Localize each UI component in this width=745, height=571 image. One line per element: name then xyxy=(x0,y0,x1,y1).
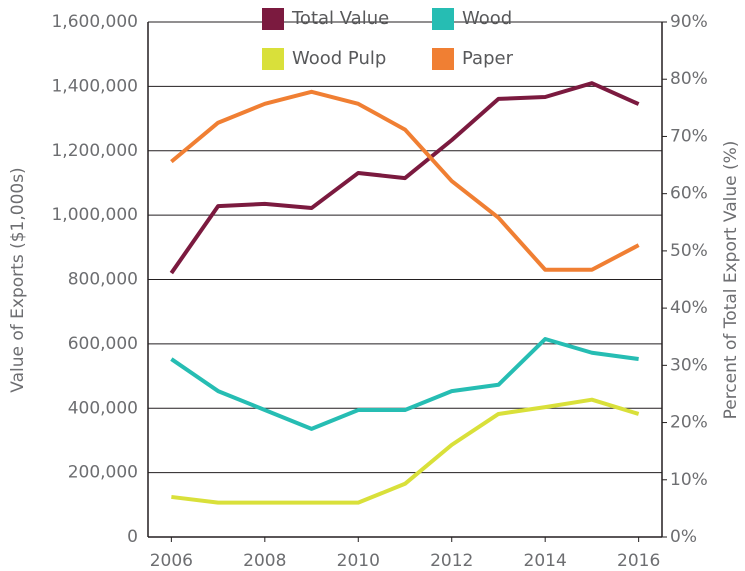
y2-tick-label: 0% xyxy=(670,527,697,547)
y2-tick-label: 60% xyxy=(670,184,708,204)
series-line xyxy=(170,337,639,431)
x-tick-label: 2006 xyxy=(150,551,193,571)
y2-tick-label: 70% xyxy=(670,126,708,146)
y2-tick-label: 50% xyxy=(670,241,708,261)
y-tick-label: 1,600,000 xyxy=(51,12,138,32)
y-tick-label: 1,400,000 xyxy=(51,76,138,96)
legend-text: Wood xyxy=(462,8,512,29)
legend-text: Wood Pulp xyxy=(292,48,386,69)
legend-text: Total Value xyxy=(291,8,389,29)
series-line xyxy=(170,89,640,272)
y-tick-label: 400,000 xyxy=(68,398,138,418)
legend-swatch xyxy=(262,48,284,70)
y2-tick-label: 40% xyxy=(670,298,708,318)
y2-tick-label: 30% xyxy=(670,355,708,375)
y2-tick-label: 80% xyxy=(670,69,708,89)
legend-swatch xyxy=(262,8,284,30)
y2-axis-title: Percent of Total Export Value (%) xyxy=(721,141,741,420)
x-tick-label: 2008 xyxy=(243,551,286,571)
y-axis-title: Value of Exports ($1,000s) xyxy=(8,167,28,392)
y2-tick-label: 90% xyxy=(670,12,708,32)
legend-text: Paper xyxy=(462,48,514,69)
x-tick-label: 2010 xyxy=(337,551,380,571)
y2-tick-label: 20% xyxy=(670,413,708,433)
y-tick-label: 0 xyxy=(127,527,138,547)
legend-swatch xyxy=(432,48,454,70)
x-tick-label: 2014 xyxy=(524,551,567,571)
series-line xyxy=(171,397,640,505)
y-tick-label: 800,000 xyxy=(68,270,138,290)
legend-swatch xyxy=(432,8,454,30)
y-tick-label: 600,000 xyxy=(68,334,138,354)
x-tick-label: 2016 xyxy=(617,551,660,571)
y-tick-label: 200,000 xyxy=(68,463,138,483)
y2-tick-label: 10% xyxy=(670,470,708,490)
series-line xyxy=(169,81,640,275)
x-tick-label: 2012 xyxy=(430,551,473,571)
y-tick-label: 1,000,000 xyxy=(51,205,138,225)
y-tick-label: 1,200,000 xyxy=(51,141,138,161)
